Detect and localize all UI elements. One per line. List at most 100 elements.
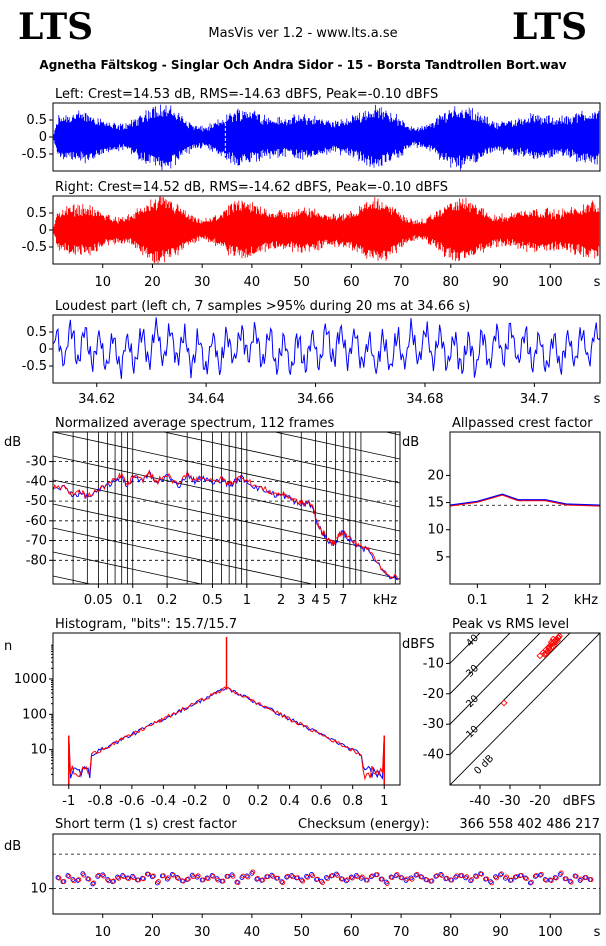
short-term-crest-right-point (155, 879, 161, 885)
short-term-crest-right-point (195, 873, 201, 879)
allpassed-crest-ytick-label: 5 (436, 550, 444, 565)
short-term-crest-right-point (459, 873, 465, 879)
histogram-xtick-label: 0.8 (342, 794, 363, 809)
peak-vs-rms-xtick-label: -30 (499, 794, 520, 809)
short-term-crest-ylabel: dB (4, 839, 21, 854)
short-term-crest-right-point (479, 871, 485, 877)
short-term-crest-right-point (165, 875, 171, 881)
short-term-crest-right-point (290, 874, 296, 880)
short-term-crest-right-point (86, 876, 92, 882)
peak-vs-rms-xunit: dBFS (563, 794, 596, 809)
short-term-crest-right-point (121, 874, 127, 880)
short-term-crest-right-point (409, 876, 415, 882)
short-term-crest-right-point (334, 872, 340, 878)
short-term-crest-right-point (325, 876, 330, 882)
spectrum-slope-line (53, 455, 400, 532)
allpassed-crest-right-curve (449, 494, 601, 507)
left-waveform-ytick-label: -0.5 (22, 147, 47, 162)
histogram-xtick-label: -0.8 (88, 794, 113, 809)
right-waveform-ytick-label: -0.5 (22, 240, 47, 255)
logo-left: LTS (18, 6, 94, 48)
short-term-crest-right-point (523, 876, 529, 882)
spectrum-panel: Normalized average spectrum, 112 frames d… (4, 416, 401, 608)
short-term-crest-right-point (419, 874, 425, 880)
loudest-part-xunit: s (594, 392, 601, 407)
spectrum-frame (52, 431, 401, 585)
short-term-crest-left-point (169, 871, 175, 877)
right-waveform-xtick-label: 100 (538, 275, 563, 290)
short-term-crest-right-point (131, 875, 137, 881)
allpassed-crest-ytick-label: 10 (427, 523, 444, 538)
short-term-crest-xtick-label: 90 (492, 925, 509, 940)
short-term-crest-left-point (468, 878, 474, 884)
short-term-crest-checksum-value: 366 558 402 486 217 (459, 817, 600, 832)
short-term-crest-right-point (310, 873, 316, 879)
short-term-crest-right-point (151, 873, 156, 879)
short-term-crest-right-point (583, 875, 589, 880)
right-waveform-ytick-label: 0 (39, 223, 47, 238)
short-term-crest-right-point (280, 880, 286, 886)
short-term-crest-right-point (220, 878, 226, 884)
histogram-xtick-label: -0.4 (151, 794, 176, 809)
spectrum-xtick-label: 1 (243, 593, 251, 608)
app-title: MasVis ver 1.2 - www.lts.a.se (208, 26, 398, 41)
short-term-crest-ytick-label: 10 (30, 882, 47, 897)
left-waveform-ytick-label: 0.5 (26, 113, 47, 128)
short-term-crest-right-point (260, 877, 266, 883)
short-term-crest-right-point (509, 877, 514, 883)
short-term-crest-right-point (548, 878, 554, 883)
short-term-crest-left-point (453, 874, 459, 880)
short-term-crest-left-point (105, 877, 111, 882)
short-term-crest-right-point (563, 876, 569, 882)
spectrum-right-curve (53, 469, 399, 581)
spectrum-xunit: kHz (373, 593, 397, 608)
allpassed-crest-panel: Allpassed crest factor dB 20 15 10 5 0.1 1 2 kHz (402, 416, 601, 608)
short-term-crest-left-point (542, 877, 548, 882)
short-term-crest-right-point (379, 876, 385, 882)
short-term-crest-frame (52, 833, 601, 915)
histogram-xtick-label: -0.6 (119, 794, 144, 809)
short-term-crest-right-point (528, 879, 534, 885)
histogram-xtick-label: 1 (380, 794, 388, 809)
short-term-crest-right-point (558, 870, 564, 876)
allpassed-crest-ytick-label: 20 (427, 468, 444, 483)
short-term-crest-right-point (275, 875, 281, 881)
short-term-crest-left-point (269, 872, 275, 878)
short-term-crest-left-point (413, 872, 419, 878)
histogram-xtick-label: 0 (222, 794, 230, 809)
short-term-crest-right-point (295, 875, 301, 881)
short-term-crest-right-point (320, 880, 325, 886)
short-term-crest-right-point (96, 872, 102, 878)
histogram-xtick-label: 0.4 (279, 794, 300, 809)
peak-vs-rms-diagonal (450, 633, 511, 695)
short-term-crest-right-point (494, 875, 500, 881)
short-term-crest-right-point (175, 875, 181, 881)
histogram-ylabel: n (4, 639, 12, 654)
peak-vs-rms-ylabel: dBFS (402, 637, 435, 652)
short-term-crest-xtick-label: 70 (393, 925, 410, 940)
short-term-crest-right-point (568, 879, 574, 885)
spectrum-xtick-label: 4 (311, 593, 319, 608)
short-term-crest-right-point (56, 875, 62, 881)
left-waveform-signal (53, 104, 600, 171)
short-term-crest-left-point (527, 880, 533, 886)
short-term-crest-xtick-label: 20 (144, 925, 161, 940)
allpassed-crest-frame (449, 431, 601, 585)
short-term-crest-right-point (126, 876, 132, 882)
short-term-crest-left-point (567, 878, 573, 884)
peak-vs-rms-ytick-label: -10 (423, 656, 444, 671)
loudest-part-ytick-label: 0 (39, 342, 47, 357)
spectrum-ytick-label: -30 (26, 455, 47, 470)
loudest-part-ytick-label: -0.5 (22, 359, 47, 374)
spectrum-slope-line (53, 432, 400, 508)
short-term-crest-right-point (489, 880, 495, 886)
spectrum-ytick-label: -70 (26, 534, 47, 549)
histogram-ytick-label: 10 (30, 743, 47, 758)
short-term-crest-left-point (537, 872, 543, 878)
peak-vs-rms-diagonal (450, 633, 600, 785)
short-term-crest-xtick-label: 50 (293, 925, 310, 940)
loudest-part-frame (52, 314, 601, 384)
short-term-crest-right-point (160, 873, 166, 879)
short-term-crest-right-point (499, 871, 504, 877)
spectrum-slope-line (53, 527, 314, 584)
